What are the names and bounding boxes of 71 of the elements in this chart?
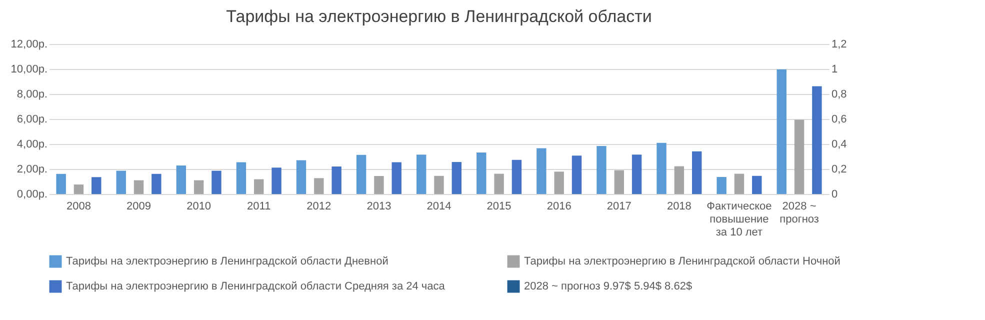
bar <box>296 160 306 194</box>
bar <box>596 146 606 194</box>
chart-title: Тарифы на электроэнергию в Ленинградской области <box>226 7 652 26</box>
bar <box>752 176 762 194</box>
bar <box>134 180 144 194</box>
y2-tick-label: 1,2 <box>832 38 847 50</box>
x-tick-label: Фактическое повышение за 10 лет <box>706 200 772 238</box>
bar <box>92 177 102 194</box>
bar <box>212 170 222 194</box>
y-tick-label: 4,00р. <box>16 138 48 150</box>
bar <box>374 176 384 194</box>
x-tick-label: 2008 <box>66 200 91 212</box>
bar <box>692 151 702 194</box>
bar <box>452 162 462 194</box>
y-tick-label: 0,00р. <box>16 188 48 200</box>
x-tick-label: 2012 <box>306 200 332 212</box>
bar <box>56 174 66 194</box>
legend-label: Тарифы на электроэнергию в Ленинградской области Средняя за 24 часа <box>66 280 446 292</box>
bar <box>434 176 444 194</box>
bar <box>74 184 84 194</box>
bar <box>116 170 126 194</box>
y2-tick-label: 1 <box>832 64 838 76</box>
y2-tick-label: 0 <box>832 188 838 200</box>
x-tick-label: 2016 <box>546 200 572 212</box>
bar <box>254 179 264 194</box>
y2-tick-label: 0,2 <box>832 164 847 176</box>
bar <box>656 142 666 194</box>
legend-label: Тарифы на электроэнергию в Ленинградской области Дневной <box>66 256 388 268</box>
y-tick-label: 2,00р. <box>16 164 48 176</box>
bar <box>776 69 786 194</box>
x-tick-label: 2011 <box>247 200 271 212</box>
x-tick-label: 2018 <box>666 200 692 212</box>
bar <box>494 174 504 194</box>
x-tick-label: 2009 <box>126 200 152 212</box>
bar <box>536 148 546 194</box>
bar <box>572 156 582 194</box>
bar <box>392 162 402 194</box>
y2-tick-label: 0,6 <box>832 114 847 126</box>
bar <box>272 168 282 194</box>
bar <box>614 170 624 194</box>
bar <box>236 162 246 194</box>
bar <box>332 166 342 194</box>
y2-tick-label: 0,8 <box>832 88 847 100</box>
bar <box>632 154 642 194</box>
bar <box>176 166 186 194</box>
legend-label: 2028 ~ прогноз 9.97$ 5.94$ 8.62$ <box>524 280 692 292</box>
x-tick-label: 2010 <box>186 200 212 212</box>
bar <box>356 154 366 194</box>
bar <box>794 120 804 194</box>
legend-label: Тарифы на электроэнергию в Ленинградской области Ночной <box>524 256 840 268</box>
x-tick-label: 2014 <box>426 200 452 212</box>
bar <box>734 174 744 194</box>
y-tick-label: 6,00р. <box>16 114 48 126</box>
x-tick-label: 2017 <box>606 200 632 212</box>
y-tick-label: 10,00р. <box>10 64 48 76</box>
bar <box>554 172 564 194</box>
y2-tick-label: 0,4 <box>832 138 847 150</box>
bar <box>416 154 426 194</box>
x-tick-label: 2028 ~ прогноз <box>780 200 819 226</box>
bar <box>314 178 324 194</box>
x-tick-label: 2013 <box>366 200 392 212</box>
y-tick-label: 12,00р. <box>10 38 48 50</box>
y-tick-label: 8,00р. <box>16 88 48 100</box>
bar <box>674 166 684 194</box>
bar <box>476 152 486 194</box>
bar <box>512 160 522 194</box>
bar <box>716 177 726 194</box>
bar <box>812 86 822 194</box>
bar <box>194 180 204 194</box>
x-tick-label: 2015 <box>486 200 512 212</box>
bar <box>152 174 162 194</box>
